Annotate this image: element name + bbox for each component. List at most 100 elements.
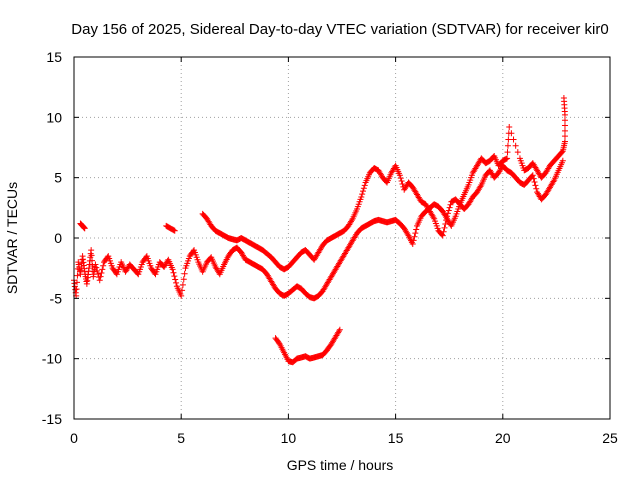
data-point [533, 185, 540, 192]
data-point [89, 257, 96, 264]
data-point [442, 221, 449, 228]
data-point [97, 273, 104, 280]
data-point [96, 277, 103, 284]
data-point [100, 262, 107, 269]
data-point [94, 267, 101, 274]
data-point [561, 117, 568, 124]
y-tick-label: -5 [50, 290, 63, 306]
data-point [361, 182, 368, 189]
y-tick-label: -10 [42, 351, 62, 367]
data-point [559, 157, 566, 164]
x-tick-label: 0 [70, 430, 78, 446]
data-point [179, 281, 186, 288]
data-point [398, 178, 405, 185]
data-point [439, 232, 446, 239]
data-point [88, 252, 95, 259]
y-tick-label: 15 [46, 49, 62, 65]
data-point [179, 287, 186, 294]
y-tick-label: 10 [46, 109, 62, 125]
data-point [550, 178, 557, 185]
data-point [404, 231, 411, 238]
data-point [399, 180, 406, 187]
data-point [447, 201, 454, 208]
data-point [430, 214, 437, 221]
x-tick-label: 10 [281, 430, 297, 446]
chart-title: Day 156 of 2025, Sidereal Day-to-day VTE… [71, 21, 608, 38]
data-point [98, 269, 105, 276]
data-point [529, 172, 536, 179]
data-point [74, 272, 81, 279]
data-points [71, 95, 568, 366]
data-point [171, 273, 178, 280]
data-point [444, 213, 451, 220]
data-point [89, 262, 96, 269]
data-point [173, 279, 180, 286]
data-point [358, 193, 365, 200]
y-axis-label: SDTVAR / TECUs [4, 182, 20, 294]
data-point [446, 204, 453, 211]
data-point [561, 133, 568, 140]
data-point [441, 224, 448, 231]
tick-labels: 0 5 10 15 20 25 -15 -10 -5 0 5 10 15 [42, 49, 618, 446]
data-point [348, 217, 355, 224]
data-point [510, 136, 517, 143]
data-point [95, 270, 102, 277]
data-point [396, 172, 403, 179]
data-point [99, 266, 106, 273]
data-point [532, 182, 539, 189]
data-point [397, 175, 404, 182]
data-point [508, 130, 515, 137]
data-point [512, 142, 519, 149]
data-point [514, 149, 521, 156]
data-point [505, 136, 512, 143]
data-point [440, 228, 447, 235]
data-point [360, 188, 367, 195]
data-point [443, 217, 450, 224]
grid-lines [74, 57, 610, 419]
data-point [180, 276, 187, 283]
x-tick-label: 5 [177, 430, 185, 446]
data-point [178, 292, 185, 299]
data-point [561, 138, 568, 145]
data-point [477, 183, 484, 190]
data-point [531, 179, 538, 186]
data-point [558, 149, 565, 156]
data-point [409, 241, 416, 248]
data-point [92, 261, 99, 268]
data-point [504, 155, 511, 162]
axis-ticks [73, 56, 611, 420]
data-point [506, 123, 513, 130]
data-point [74, 279, 81, 286]
data-point [93, 264, 100, 271]
data-point [560, 95, 567, 102]
x-axis-label: GPS time / hours [287, 457, 394, 473]
data-point [530, 175, 537, 182]
data-point [336, 326, 343, 333]
data-point [335, 328, 342, 335]
data-point [561, 122, 568, 129]
y-tick-label: -15 [42, 411, 62, 427]
x-tick-label: 20 [495, 430, 511, 446]
data-point [181, 270, 188, 277]
data-point [81, 225, 88, 232]
data-point [411, 233, 418, 240]
data-point [504, 142, 511, 149]
data-point [73, 286, 80, 293]
y-tick-label: 5 [54, 170, 62, 186]
data-point [444, 210, 451, 217]
data-point [171, 227, 178, 234]
data-point [88, 247, 95, 254]
data-point [445, 207, 452, 214]
data-point [169, 266, 176, 273]
data-point [359, 191, 366, 198]
y-tick-label: 0 [54, 230, 62, 246]
data-point [410, 237, 417, 244]
data-point [172, 276, 179, 283]
data-point [561, 127, 568, 134]
data-point [413, 226, 420, 233]
data-point [170, 269, 177, 276]
x-tick-label: 15 [388, 430, 404, 446]
x-tick-label: 25 [602, 430, 618, 446]
